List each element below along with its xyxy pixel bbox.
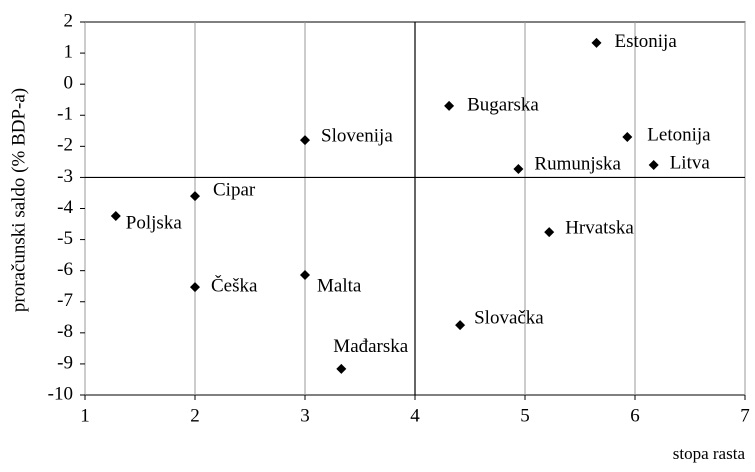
x-tick-label: 7 (740, 405, 750, 426)
y-axis-title: proračunski saldo (% BDP-a) (8, 88, 29, 312)
y-tick-label: 2 (64, 10, 74, 31)
x-tick-label: 3 (300, 405, 310, 426)
point-label: Mađarska (333, 336, 408, 357)
point-label: Litva (670, 152, 711, 173)
point (648, 159, 659, 170)
x-tick-label: 1 (80, 405, 90, 426)
point (622, 132, 633, 143)
y-tick-label: -9 (57, 352, 73, 373)
point (300, 135, 310, 146)
point (300, 270, 310, 281)
y-tick-label: -6 (57, 259, 73, 280)
point (336, 363, 347, 374)
point (110, 210, 121, 221)
y-tick-label: 0 (64, 73, 74, 94)
point (513, 164, 524, 175)
point-label: Slovenija (321, 125, 393, 146)
point-label: Poljska (126, 212, 183, 233)
point (455, 320, 466, 331)
point-label: Hrvatska (565, 217, 634, 238)
point-label: Cipar (213, 179, 256, 200)
x-tick-label: 5 (520, 405, 530, 426)
point-label: Letonija (647, 124, 711, 145)
y-tick-label: -1 (57, 104, 73, 125)
point (544, 227, 555, 238)
point (591, 37, 602, 48)
y-tick-label: 1 (64, 41, 74, 62)
point (190, 282, 200, 293)
x-tick-label: 2 (190, 405, 200, 426)
point (444, 100, 455, 111)
y-tick-label: -3 (57, 166, 73, 187)
y-tick-label: -10 (48, 383, 73, 404)
point-label: Rumunjska (534, 153, 621, 174)
point-label: Malta (317, 275, 362, 296)
y-tick-label: -5 (57, 228, 73, 249)
point-label: Estonija (615, 31, 678, 52)
y-tick-label: -7 (57, 290, 73, 311)
x-axis-title: stopa rasta (673, 444, 746, 463)
y-tick-label: -8 (57, 321, 73, 342)
x-tick-label: 4 (410, 405, 420, 426)
point-label: Češka (211, 275, 258, 297)
y-tick-label: -4 (57, 197, 73, 218)
point-label: Slovačka (474, 307, 544, 328)
point-label: Bugarska (467, 94, 539, 115)
x-tick-label: 6 (630, 405, 640, 426)
y-tick-label: -2 (57, 135, 73, 156)
point (190, 191, 200, 202)
